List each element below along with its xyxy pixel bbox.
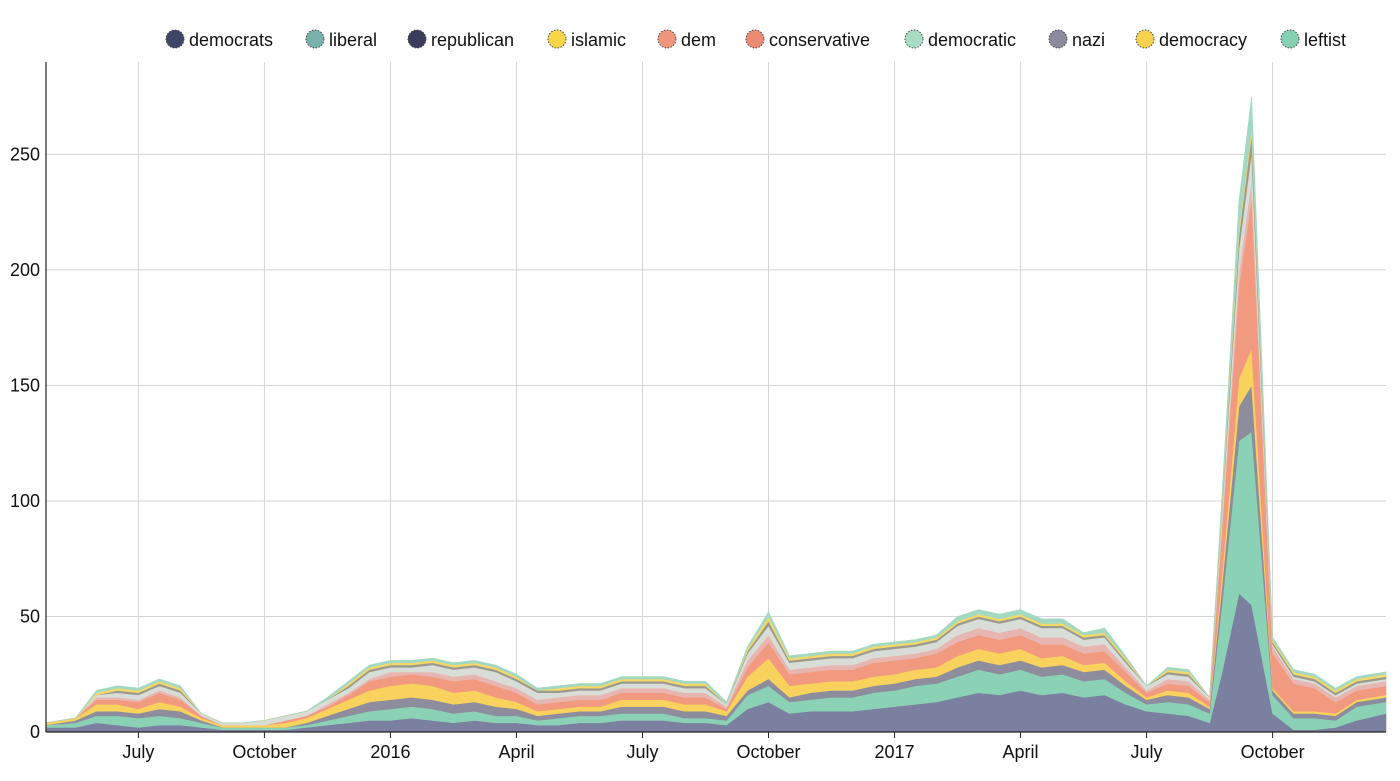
y-tick-labels: 0 50 100 150 200 250 bbox=[10, 144, 40, 742]
legend-swatch bbox=[165, 29, 185, 49]
legend-label: democratic bbox=[928, 30, 1016, 50]
y-tick-label: 100 bbox=[10, 491, 40, 511]
legend-item-democrats[interactable]: democrats bbox=[165, 29, 273, 50]
legend-item-islamic[interactable]: islamic bbox=[547, 29, 626, 50]
area-conservative bbox=[45, 179, 1387, 726]
area-dem bbox=[45, 198, 1387, 726]
area-nazi bbox=[45, 133, 1387, 724]
legend-label: dem bbox=[681, 30, 716, 50]
legend-swatch bbox=[547, 29, 567, 49]
legend-label: islamic bbox=[571, 30, 626, 50]
x-tick-label: July bbox=[1131, 742, 1163, 762]
grid bbox=[46, 62, 1386, 732]
legend-swatch bbox=[305, 29, 325, 49]
legend-item-dem[interactable]: dem bbox=[657, 29, 716, 50]
legend-item-conservative[interactable]: conservative bbox=[745, 29, 870, 50]
areas bbox=[45, 96, 1387, 733]
x-tick-label: October bbox=[736, 742, 800, 762]
legend: democrats liberal republican islamic dem cons… bbox=[165, 29, 1346, 50]
legend-swatch bbox=[1280, 29, 1300, 49]
legend-swatch bbox=[1048, 29, 1068, 49]
legend-label: leftist bbox=[1304, 30, 1346, 50]
legend-item-liberal[interactable]: liberal bbox=[305, 29, 377, 50]
axes bbox=[45, 62, 1386, 738]
x-tick-label: 2017 bbox=[875, 742, 915, 762]
legend-label: nazi bbox=[1072, 30, 1105, 50]
x-tick-label: October bbox=[232, 742, 296, 762]
x-tick-label: October bbox=[1241, 742, 1305, 762]
legend-label: republican bbox=[431, 30, 514, 50]
legend-swatch bbox=[745, 29, 765, 49]
x-tick-label: July bbox=[626, 742, 658, 762]
legend-swatch bbox=[407, 29, 427, 49]
legend-label: democracy bbox=[1159, 30, 1247, 50]
x-tick-label: April bbox=[1003, 742, 1039, 762]
legend-swatch bbox=[904, 29, 924, 49]
legend-item-leftist[interactable]: leftist bbox=[1280, 29, 1346, 50]
y-tick-label: 0 bbox=[30, 722, 40, 742]
legend-label: liberal bbox=[329, 30, 377, 50]
area-leftist bbox=[45, 96, 1387, 724]
legend-item-democratic[interactable]: democratic bbox=[904, 29, 1016, 50]
x-tick-labels: July October 2016 April July October 2017 April… bbox=[122, 742, 1304, 762]
y-tick-label: 150 bbox=[10, 375, 40, 395]
area-democratic bbox=[45, 151, 1387, 726]
legend-label: democrats bbox=[189, 30, 273, 50]
y-tick-label: 250 bbox=[10, 144, 40, 164]
y-tick-label: 50 bbox=[20, 606, 40, 626]
x-tick-label: July bbox=[122, 742, 154, 762]
area-democracy bbox=[45, 126, 1387, 724]
legend-item-democracy[interactable]: democracy bbox=[1135, 29, 1247, 50]
legend-item-republican[interactable]: republican bbox=[407, 29, 514, 50]
legend-swatch bbox=[657, 29, 677, 49]
y-tick-label: 200 bbox=[10, 260, 40, 280]
legend-label: conservative bbox=[769, 30, 870, 50]
legend-swatch bbox=[1135, 29, 1155, 49]
legend-item-nazi[interactable]: nazi bbox=[1048, 29, 1105, 50]
x-tick-label: 2016 bbox=[370, 742, 410, 762]
x-tick-label: April bbox=[498, 742, 534, 762]
